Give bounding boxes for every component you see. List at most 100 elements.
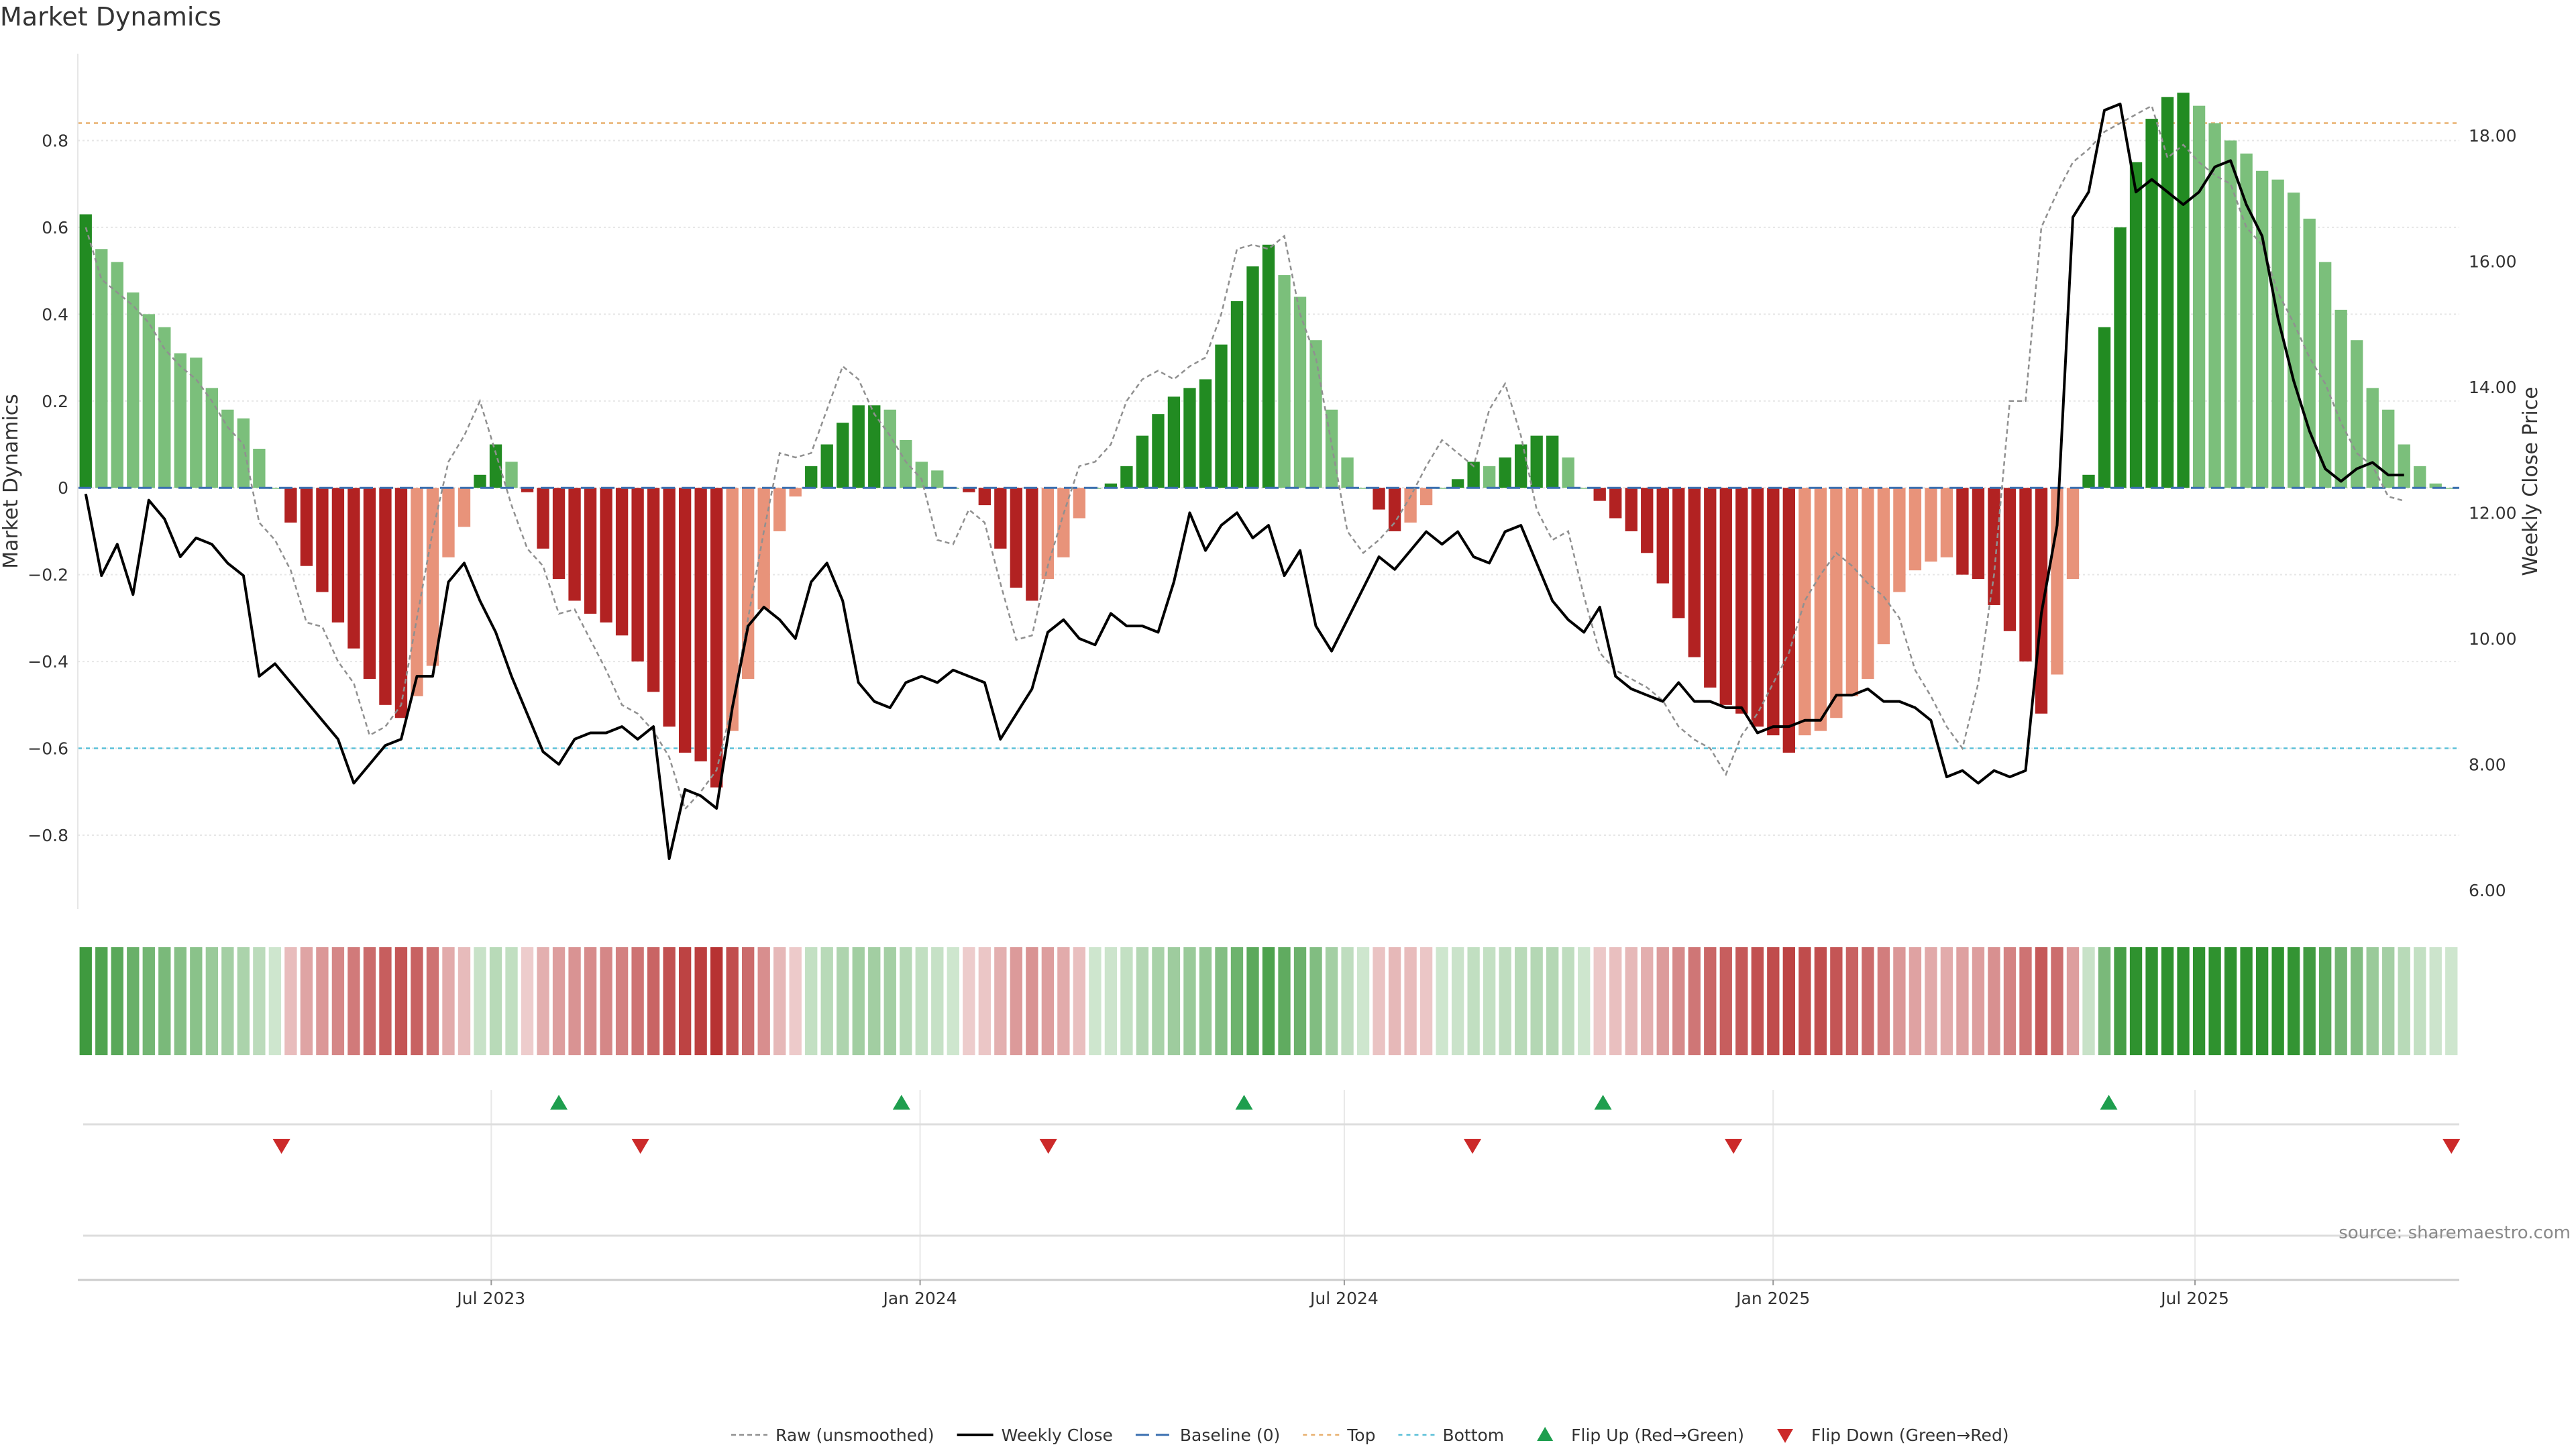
bar bbox=[300, 488, 313, 566]
heat-cell bbox=[505, 947, 518, 1055]
bar bbox=[2224, 140, 2237, 488]
market-dynamics-bars bbox=[79, 93, 2458, 788]
legend-item-baseline: Baseline (0) bbox=[1135, 1426, 1280, 1445]
heat-cell bbox=[2019, 947, 2032, 1055]
bar bbox=[521, 488, 534, 492]
bar bbox=[190, 358, 203, 488]
heat-cell bbox=[442, 947, 455, 1055]
heat-cell bbox=[158, 947, 171, 1055]
bar bbox=[505, 462, 518, 488]
heat-cell bbox=[568, 947, 581, 1055]
bar bbox=[773, 488, 786, 531]
bar bbox=[2382, 409, 2395, 488]
heat-cell bbox=[221, 947, 234, 1055]
heat-cell bbox=[1751, 947, 1764, 1055]
heat-cell bbox=[1356, 947, 1370, 1055]
bar bbox=[363, 488, 376, 679]
bar bbox=[1767, 488, 1780, 736]
bar bbox=[95, 249, 108, 488]
bar bbox=[2082, 474, 2095, 488]
heat-cell bbox=[2129, 947, 2143, 1055]
bar bbox=[742, 488, 755, 679]
flip-up-marker bbox=[1594, 1095, 1612, 1110]
right-tick-label: 12.00 bbox=[2469, 503, 2517, 523]
heat-cell bbox=[1120, 947, 1133, 1055]
bar bbox=[1215, 344, 1228, 488]
heat-cell bbox=[1041, 947, 1055, 1055]
heat-cell bbox=[2145, 947, 2158, 1055]
bar bbox=[2303, 218, 2316, 488]
bar bbox=[394, 488, 408, 718]
heat-cell bbox=[2334, 947, 2347, 1055]
bar bbox=[284, 488, 297, 523]
raw-unsmoothed-line bbox=[85, 104, 2405, 811]
heat-cell bbox=[1199, 947, 1212, 1055]
heat-cell bbox=[1089, 947, 1102, 1055]
bar bbox=[647, 488, 660, 692]
bar bbox=[1404, 488, 1417, 523]
bar bbox=[1499, 457, 1511, 488]
heat-cell bbox=[1499, 947, 1511, 1055]
heat-cell bbox=[489, 947, 502, 1055]
bar bbox=[1972, 488, 1985, 580]
legend-label: Weekly Close bbox=[1002, 1426, 1113, 1445]
bar bbox=[1152, 414, 1165, 488]
bar bbox=[426, 488, 439, 666]
bar bbox=[852, 405, 865, 488]
heat-cell bbox=[742, 947, 755, 1055]
bar bbox=[1893, 488, 1906, 592]
bar bbox=[2177, 93, 2190, 488]
heat-cell bbox=[1862, 947, 1874, 1055]
heat-cell bbox=[1183, 947, 1196, 1055]
bar bbox=[1704, 488, 1717, 688]
bar bbox=[1373, 488, 1385, 510]
bar bbox=[537, 488, 549, 549]
left-tick-label: 0.4 bbox=[42, 305, 68, 324]
bar bbox=[1578, 488, 1591, 489]
heat-cell bbox=[1388, 947, 1401, 1055]
left-tick-label: 0 bbox=[58, 478, 68, 498]
heat-cell bbox=[1152, 947, 1165, 1055]
heat-cell bbox=[1530, 947, 1543, 1055]
heat-cell bbox=[1514, 947, 1527, 1055]
heat-cell bbox=[537, 947, 549, 1055]
heat-cell bbox=[2066, 947, 2080, 1055]
bar bbox=[1388, 488, 1401, 531]
heat-cell bbox=[1215, 947, 1228, 1055]
bar bbox=[1641, 488, 1654, 553]
heat-cell bbox=[1956, 947, 1969, 1055]
heat-cell bbox=[883, 947, 896, 1055]
bar bbox=[1988, 488, 2000, 605]
legend-item-raw: Raw (unsmoothed) bbox=[731, 1426, 934, 1445]
flip-down-marker bbox=[272, 1138, 290, 1154]
heat-cell bbox=[331, 947, 345, 1055]
heat-cell bbox=[805, 947, 818, 1055]
bar bbox=[1719, 488, 1732, 705]
heat-cell bbox=[2366, 947, 2379, 1055]
heat-cell bbox=[142, 947, 155, 1055]
bar bbox=[253, 448, 266, 488]
flip-panel-vertical-gridlines bbox=[490, 1090, 2196, 1280]
heat-cell bbox=[268, 947, 282, 1055]
heat-cell bbox=[1940, 947, 1953, 1055]
heat-cell bbox=[1404, 947, 1417, 1055]
bar bbox=[2351, 340, 2363, 488]
x-tick-label: Jan 2025 bbox=[1735, 1289, 1810, 1308]
bar bbox=[1467, 462, 1480, 488]
reference-lines bbox=[78, 122, 2459, 749]
bar bbox=[820, 444, 833, 488]
bar bbox=[1341, 457, 1354, 488]
bar bbox=[1010, 488, 1023, 588]
heat-cell bbox=[2208, 947, 2221, 1055]
heat-cell bbox=[868, 947, 881, 1055]
heat-cell bbox=[411, 947, 423, 1055]
left-y-axis-ticks: 0.8 0.6 0.4 0.2 0 −0.2 −0.4 −0.6 −0.8 bbox=[28, 131, 68, 845]
bar bbox=[237, 418, 250, 488]
heat-cell bbox=[1309, 947, 1322, 1055]
heat-cell bbox=[631, 947, 644, 1055]
heat-cell bbox=[1609, 947, 1622, 1055]
heat-cell bbox=[2224, 947, 2237, 1055]
right-tick-label: 18.00 bbox=[2469, 126, 2517, 146]
heat-cell bbox=[1436, 947, 1448, 1055]
bar bbox=[600, 488, 612, 623]
